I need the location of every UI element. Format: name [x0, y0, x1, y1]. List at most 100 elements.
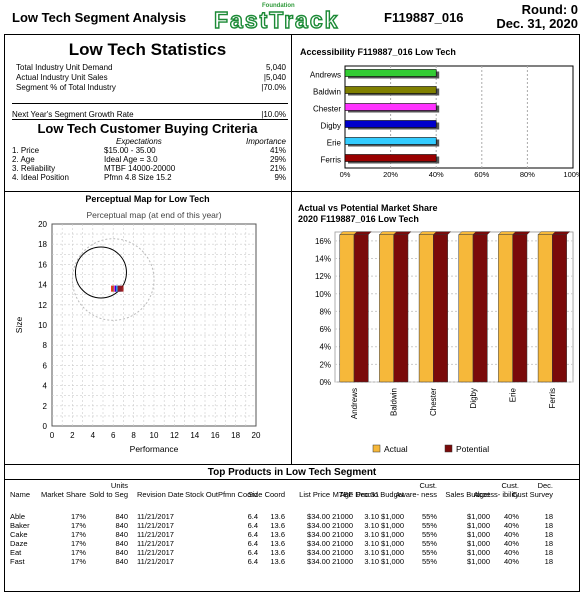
stats-row: Total Industry Unit Demand 5,040 [16, 63, 286, 73]
table-cell: 13.6 [270, 512, 285, 521]
accessibility-tick-label: 80% [520, 170, 535, 179]
perceptual-x-tick: 4 [91, 431, 96, 440]
share-y-tick: 16% [315, 237, 331, 246]
table-cell: 3.10 [364, 512, 379, 521]
table-cell: Eat [10, 548, 22, 557]
fasttrack-logo: FastTrack [213, 6, 340, 33]
table-cell: $1,000 [381, 557, 404, 566]
top-products-table: Name Market Share Units Sold to Seg Revision… [10, 481, 576, 589]
criteria-name: 3. Reliability [12, 164, 56, 173]
table-header: Size Coord [247, 490, 285, 499]
perceptual-y-tick: 8 [43, 341, 48, 350]
perceptual-ideal-circle [74, 246, 127, 299]
table-header: MTBF [332, 490, 353, 499]
share-y-tick: 4% [319, 343, 331, 352]
table-cell: $1,000 [381, 548, 404, 557]
criteria-name: 2. Age [12, 155, 35, 164]
table-cell: 21000 [332, 530, 353, 539]
share-category-label: Digby [469, 388, 478, 408]
share-bar-top [551, 231, 571, 235]
table-cell: 13.6 [270, 539, 285, 548]
share-bar-potential [472, 234, 488, 383]
table-cell: 3.10 [364, 548, 379, 557]
perceptual-y-tick: 16 [38, 260, 47, 269]
criteria-importance: 21% [269, 164, 286, 173]
table-cell: 17% [70, 557, 86, 566]
table-cell: $1,000 [467, 557, 490, 566]
criteria-importance: 29% [269, 155, 286, 164]
product-marker [117, 285, 124, 292]
perceptual-y-tick: 20 [38, 220, 47, 229]
table-cell: 40% [503, 548, 519, 557]
table-cell: 840 [115, 548, 128, 557]
criteria-importance: 9% [274, 173, 286, 182]
perceptual-x-tick: 2 [70, 431, 75, 440]
table-cell: 11/21/2017 [137, 530, 174, 539]
table-cell: 40% [503, 539, 519, 548]
share-category-label: Erie [509, 387, 518, 402]
share-legend-swatch [372, 444, 381, 453]
table-cell: 11/21/2017 [137, 557, 174, 566]
table-header: Access- ibility [473, 490, 519, 499]
criteria-expectation: Pfmn 4.8 Size 15.2 [104, 173, 172, 182]
share-bar-potential [512, 234, 528, 383]
table-header: Cust Survey [512, 490, 553, 499]
share-legend-label: Actual [384, 444, 408, 454]
table-cell: $34.00 [307, 539, 330, 548]
table-cell: 3.10 [364, 539, 379, 548]
table-header: Revision Date [137, 490, 184, 499]
accessibility-plot-area [344, 65, 574, 169]
criteria-title: Low Tech Customer Buying Criteria [37, 121, 258, 136]
growth-label: Next Year's Segment Growth Rate [12, 110, 134, 119]
table-header: Units [110, 481, 128, 490]
table-cell: Cake [10, 530, 28, 539]
share-y-tick: 8% [319, 307, 331, 316]
share-subtitle: 2020 F119887_016 Low Tech [298, 214, 419, 224]
table-cell: 17% [70, 512, 86, 521]
growth-divider [12, 119, 288, 120]
perceptual-y-tick: 0 [43, 422, 48, 431]
perceptual-y-tick: 10 [38, 321, 47, 330]
share-legend-swatch [444, 444, 453, 453]
growth-value: |10.0% [261, 110, 286, 119]
table-cell: 11/21/2017 [137, 539, 174, 548]
criteria-expectation: Ideal Age = 3.0 [104, 155, 158, 164]
table-header: Cust. [419, 481, 437, 490]
perceptual-x-tick: 0 [50, 431, 55, 440]
share-bar-actual [458, 234, 474, 383]
accessibility-tick-label: 60% [474, 170, 489, 179]
table-cell: 840 [115, 512, 128, 521]
table-cell: 6.4 [247, 557, 258, 566]
table-header: Market Share [40, 490, 86, 499]
table-cell: 11/21/2017 [137, 512, 174, 521]
round-date: Dec. 31, 2020 [496, 16, 578, 31]
table-cell: 18 [544, 521, 553, 530]
table-cell: $34.00 [307, 521, 330, 530]
table-cell: 13.6 [270, 521, 285, 530]
table-header: Promo Budget [356, 490, 404, 499]
table-cell: 18 [544, 512, 553, 521]
table-cell: 40% [503, 530, 519, 539]
logo-caption: Foundation [262, 3, 295, 9]
accessibility-category-label: Digby [321, 122, 341, 131]
table-cell: 11/21/2017 [137, 548, 174, 557]
table-cell: $1,000 [467, 530, 490, 539]
table-cell: Fast [10, 557, 25, 566]
perceptual-x-tick: 10 [150, 431, 159, 440]
accessibility-bar [344, 103, 437, 111]
table-cell: 55% [421, 539, 437, 548]
table-cell: 40% [503, 557, 519, 566]
table-header: Dec. [537, 481, 553, 490]
table-cell: 3.10 [364, 557, 379, 566]
table-cell: 6.4 [247, 521, 258, 530]
table-cell: 40% [503, 512, 519, 521]
table-cell: $1,000 [381, 530, 404, 539]
stats-label: Actual Industry Unit Sales [16, 73, 108, 82]
table-header: Pfmn Coord [217, 490, 258, 499]
accessibility-category-label: Andrews [310, 71, 341, 80]
perceptual-map-chart: Perceptual map (at end of this year) 0 2 4 6… [14, 210, 261, 454]
table-cell: 21000 [332, 512, 353, 521]
perceptual-y-tick: 14 [38, 281, 47, 290]
perceptual-x-tick: 8 [131, 431, 136, 440]
table-header: Name [10, 490, 31, 499]
